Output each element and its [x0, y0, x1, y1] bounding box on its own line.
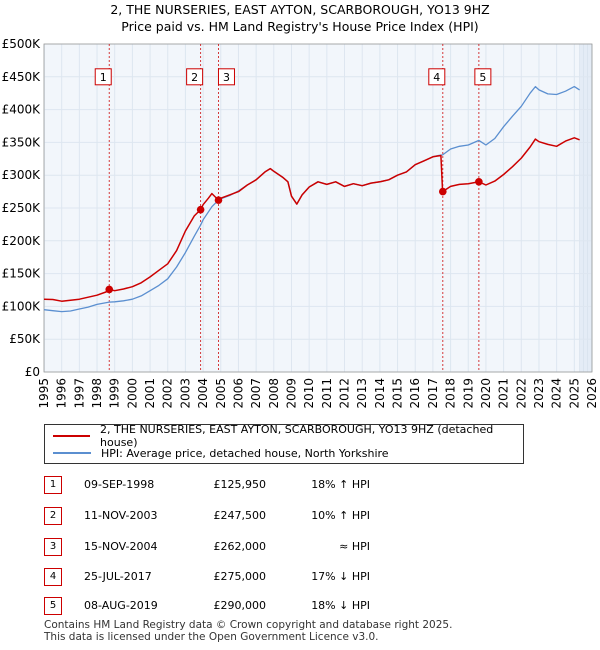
- sale-date: 11-NOV-2003: [84, 509, 158, 522]
- x-tick-label: 2004: [196, 378, 210, 409]
- sale-label-number: 2: [191, 71, 198, 84]
- legend-entry-hpi: HPI: Average price, detached house, Nort…: [53, 445, 389, 461]
- sale-hpi-comparison: 10% ↑ HPI: [311, 509, 370, 522]
- sale-number-badge: 1: [44, 476, 62, 494]
- series-line-property: [43, 137, 580, 302]
- x-tick-label: 2020: [479, 378, 493, 409]
- x-tick-label: 2014: [373, 378, 387, 409]
- x-tick-label: 2001: [143, 378, 157, 409]
- sale-label-number: 5: [479, 71, 486, 84]
- sale-number-badge: 5: [44, 597, 62, 615]
- x-tick-label: 2009: [284, 378, 298, 409]
- plot-border: [43, 43, 593, 373]
- sale-point: [105, 285, 114, 294]
- x-tick-label: 1998: [90, 378, 104, 409]
- sale-price: £262,000: [213, 540, 267, 553]
- sale-label-number: 3: [223, 71, 230, 84]
- sale-point: [196, 205, 205, 214]
- sale-hpi-comparison: 18% ↓ HPI: [311, 599, 370, 612]
- sale-row: 1 09-SEP-1998 £125,950 18% ↑ HPI: [0, 476, 600, 496]
- sale-label-box: [474, 68, 492, 86]
- sale-date: 09-SEP-1998: [84, 478, 155, 491]
- y-tick-label: £100K: [2, 299, 42, 313]
- legend-swatch-hpi: [53, 452, 91, 454]
- sale-number-badge: 3: [44, 538, 62, 556]
- sale-point: [214, 196, 223, 204]
- sale-point: [475, 177, 483, 186]
- footer-line-licence: This data is licensed under the Open Gov…: [44, 631, 379, 643]
- sale-point: [439, 187, 447, 196]
- sale-date: 08-AUG-2019: [84, 599, 158, 612]
- y-tick-label: £450K: [2, 70, 42, 84]
- sale-label-number: 1: [100, 71, 107, 84]
- x-tick-label: 2012: [338, 378, 352, 409]
- y-tick-label: £350K: [2, 135, 42, 149]
- x-tick-label: 2002: [161, 378, 175, 409]
- legend-entry-property: 2, THE NURSERIES, EAST AYTON, SCARBOROUG…: [53, 423, 523, 449]
- x-tick-label: 2003: [178, 378, 192, 409]
- x-tick-label: 2017: [426, 378, 440, 409]
- sale-row: 5 08-AUG-2019 £290,000 18% ↓ HPI: [0, 597, 600, 617]
- x-tick-label: 1995: [37, 378, 51, 409]
- x-tick-label: 2010: [302, 378, 316, 409]
- x-tick-label: 2007: [249, 378, 263, 409]
- x-tick-label: 2016: [408, 378, 422, 409]
- x-tick-label: 2022: [514, 378, 528, 409]
- x-tick-label: 2015: [391, 378, 405, 409]
- sale-label-box: [217, 68, 235, 86]
- sale-price: £290,000: [213, 599, 267, 612]
- sale-row: 4 25-JUL-2017 £275,000 17% ↓ HPI: [0, 568, 600, 588]
- x-tick-label: 2011: [320, 378, 334, 409]
- sale-hpi-comparison: 18% ↑ HPI: [311, 478, 370, 491]
- sale-row: 3 15-NOV-2004 £262,000 ≈ HPI: [0, 538, 600, 558]
- x-tick-label: 1996: [55, 378, 69, 409]
- y-tick-label: £200K: [2, 234, 42, 248]
- sale-price: £275,000: [213, 570, 267, 583]
- legend: 2, THE NURSERIES, EAST AYTON, SCARBOROUG…: [44, 423, 524, 464]
- y-tick-label: £250K: [2, 201, 42, 215]
- x-tick-label: 2019: [461, 378, 475, 409]
- sale-hpi-comparison: 17% ↓ HPI: [311, 570, 370, 583]
- sale-number-badge: 4: [44, 568, 62, 586]
- chart-title-line2: Price paid vs. HM Land Registry's House …: [121, 19, 479, 34]
- footer-attribution: Contains HM Land Registry data © Crown c…: [44, 619, 452, 643]
- sale-label-box: [94, 68, 112, 86]
- x-tick-label: 1997: [72, 378, 86, 409]
- sale-label-box: [186, 68, 204, 86]
- y-tick-label: £400K: [2, 103, 42, 117]
- y-tick-label: £500K: [2, 37, 42, 51]
- y-tick-label: £50K: [9, 332, 41, 346]
- sale-number-badge: 2: [44, 507, 62, 525]
- x-tick-label: 1999: [108, 378, 122, 409]
- legend-label-property: 2, THE NURSERIES, EAST AYTON, SCARBOROUG…: [100, 423, 494, 449]
- sale-label-box: [428, 68, 446, 86]
- x-tick-label: 2026: [585, 378, 599, 409]
- x-tick-label: 2008: [267, 378, 281, 409]
- x-tick-label: 2000: [125, 378, 139, 409]
- sale-label-number: 4: [433, 71, 440, 84]
- x-tick-label: 2021: [497, 378, 511, 409]
- x-tick-label: 2025: [567, 378, 581, 409]
- chart-title-line1: 2, THE NURSERIES, EAST AYTON, SCARBOROUG…: [110, 2, 490, 17]
- legend-label-hpi: HPI: Average price, detached house, Nort…: [101, 446, 389, 460]
- sale-price: £125,950: [213, 478, 267, 491]
- x-tick-label: 2005: [214, 378, 228, 409]
- sale-date: 15-NOV-2004: [84, 540, 158, 553]
- x-tick-label: 2006: [231, 378, 245, 409]
- y-tick-label: £0: [25, 365, 40, 379]
- y-tick-label: £300K: [2, 168, 42, 182]
- sale-price: £247,500: [213, 509, 267, 522]
- footer-line-copyright: Contains HM Land Registry data © Crown c…: [44, 619, 453, 631]
- x-tick-label: 2013: [355, 378, 369, 409]
- sale-row: 2 11-NOV-2003 £247,500 10% ↑ HPI: [0, 507, 600, 527]
- legend-swatch-property: [53, 435, 91, 437]
- sale-hpi-comparison: ≈ HPI: [339, 540, 370, 553]
- y-tick-label: £150K: [2, 267, 42, 281]
- x-tick-label: 2024: [550, 378, 564, 409]
- x-tick-label: 2023: [532, 378, 546, 409]
- sale-date: 25-JUL-2017: [84, 570, 152, 583]
- x-tick-label: 2018: [444, 378, 458, 409]
- price-chart: £0 £50K £100K £150K £200K £250K £300K £350K £400…: [2, 37, 599, 409]
